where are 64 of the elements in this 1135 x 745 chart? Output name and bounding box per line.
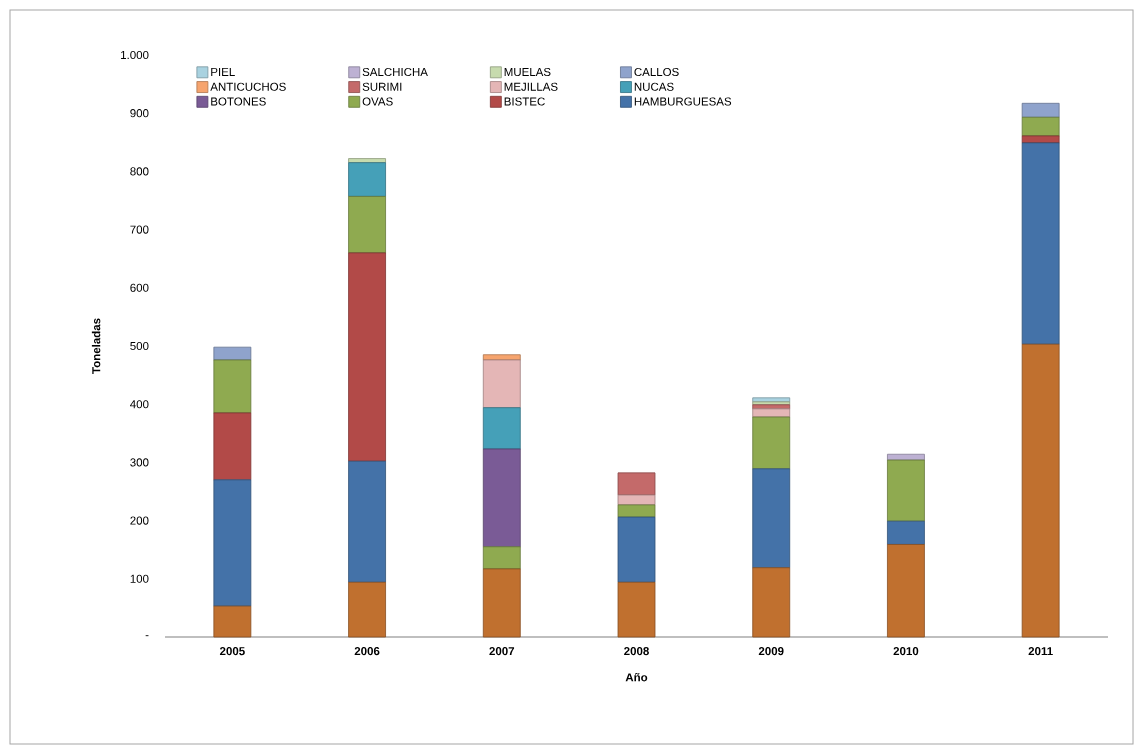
bar [482,546,521,570]
y-tick-label: 800 [130,167,149,176]
y-tick-label: 200 [130,516,149,525]
y-tick-label: 600 [130,283,149,292]
legend-label: CALLOS [634,67,679,77]
y-tick-label: 300 [130,458,149,467]
bar [348,460,386,583]
bar [348,252,386,462]
bar [752,416,791,470]
bar [617,581,656,638]
legend-label: SALCHICHA [362,67,428,77]
bar [887,459,925,522]
bar [617,504,656,518]
bar [482,448,521,548]
x-tick-label: 2010 [893,647,919,656]
x-tick-label: 2008 [624,647,649,656]
legend-label: NUCAS [634,82,674,91]
legend-label: BOTONES [211,97,266,106]
x-tick-label: 2009 [758,647,784,656]
y-tick-label: 100 [130,574,149,583]
bar [482,568,521,638]
legend-label: MUELAS [504,67,551,77]
x-tick-label: 2007 [489,647,515,656]
bar [1021,142,1060,345]
bar [887,520,925,545]
legend-label: PIEL [211,67,235,76]
bar [617,494,656,506]
x-axis-title: Año [625,673,648,682]
bar [752,408,791,418]
bar [887,544,925,638]
y-tick-label: 700 [130,225,149,234]
x-tick-label: 2011 [1028,647,1053,656]
y-tick-label: 1.000 [121,50,149,60]
y-tick-label: 400 [130,400,149,409]
y-tick-label: 500 [130,341,149,351]
bar [213,479,252,607]
legend-label: BISTEC [504,97,545,106]
bar [1021,102,1060,118]
bar [1021,135,1060,144]
bar [482,359,521,409]
legend-label: SURIMI [362,82,402,91]
bar [348,162,386,197]
bar [1021,116,1060,137]
legend-label: ANTICUCHOS [210,82,286,91]
bar [752,567,791,638]
bar [617,516,656,583]
bar [213,359,252,414]
bar [213,346,252,361]
bar [213,412,252,481]
y-tick-label: - [145,635,149,637]
bar [348,196,386,254]
legend-label: MEJILLAS [504,82,558,91]
y-axis-title: Toneladas [91,318,101,374]
bar [1021,343,1060,638]
y-tick-label: 900 [130,109,149,118]
bar [617,472,656,496]
x-tick-label: 2005 [219,647,245,656]
legend-label: HAMBURGUESAS [634,97,732,106]
x-tick-label: 2006 [354,647,380,656]
legend-label: OVAS [362,97,393,106]
bar [752,468,791,569]
bar [348,581,386,638]
bar [482,407,521,450]
bar [213,605,252,638]
